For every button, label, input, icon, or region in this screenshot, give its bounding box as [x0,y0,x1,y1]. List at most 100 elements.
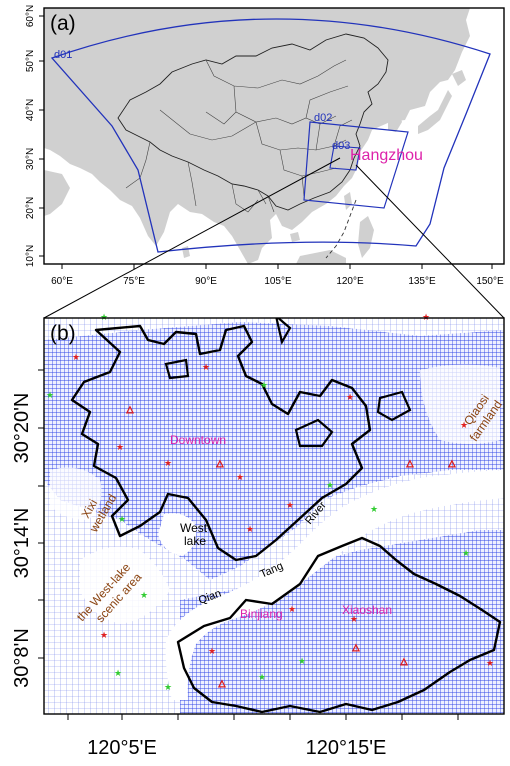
panel-b-lon-ticks [67,714,459,720]
lon-tick-135: 135°E [408,276,436,287]
eurasia-landmass [44,8,470,264]
marker-red-triangle: △ [401,656,408,666]
marker-green-star: ★ [298,656,306,666]
west-lake [158,513,197,556]
lon-tick-120-5: 120°5'E [87,737,157,759]
province-lines [159,59,353,197]
marker-green-star: ★ [258,672,266,682]
lon-tick-75: 75°E [123,276,145,287]
label-xiaoshan: Xiaoshan [342,603,392,617]
panel-a: d01 d02 d03 Hangzhou (a) 60°N 50°N 40°N … [25,5,505,287]
urban-dense-north [44,322,504,580]
marker-red-triangle: △ [127,404,134,414]
urban-boundary-south [176,536,502,714]
marker-red-star: ★ [236,472,244,482]
panel-a-label: (a) [50,12,76,35]
xixi-wetland-region [50,467,102,520]
zoom-line-left [43,157,341,319]
domain-label-d01: d01 [54,49,72,61]
label-west-lake-2: lake [184,534,206,548]
country-borders [125,141,275,213]
marker-red-star: ★ [286,500,294,510]
korea-landmass [388,108,402,132]
lon-tick-120-15: 120°15'E [306,737,387,759]
marker-red-star: ★ [346,392,354,402]
lat-tick-30: 30°N [25,148,36,170]
marker-red-triangle: △ [449,458,456,468]
marker-green-star: ★ [140,590,148,600]
domain-d03-box [329,145,361,171]
marker-green-star: ★ [462,548,470,558]
philippines-landmass [358,216,374,258]
panel-b-urban-map [44,318,504,714]
marker-red-star: ★ [202,362,210,372]
marker-red-star: ★ [72,352,80,362]
domain-label-d02: d02 [314,112,332,124]
domain-d02-box [303,121,409,209]
panel-b-lat-labels: 30°20'N 30°14'N 30°8'N [11,393,33,688]
hokkaido-landmass [452,70,466,86]
lon-tick-120: 120°E [336,276,364,287]
label-west-lake-1: West [180,521,208,535]
marker-red-triangle: △ [407,458,414,468]
lon-tick-90: 90°E [195,276,217,287]
label-downtown: Downtown [170,433,226,447]
label-binjiang: Binjiang [240,607,283,621]
city-label-hangzhou: Hangzhou [350,147,423,164]
panel-b-lon-labels: 120°5'E 120°15'E [87,737,386,759]
borneo-landmass [296,250,346,264]
marker-red-triangle: △ [219,678,226,688]
panel-b-lat-ticks [38,369,44,659]
lon-tick-105: 105°E [264,276,292,287]
lat-tick-20: 20°N [25,197,36,219]
lat-tick-30-8: 30°8'N [11,628,33,688]
urban-dense-south [180,530,504,714]
marker-green-star: ★ [46,390,54,400]
japan-landmass [418,90,452,134]
lat-tick-40: 40°N [25,99,36,121]
marker-red-triangle: △ [217,458,224,468]
marker-red-star: ★ [164,458,172,468]
domain-label-d03: d03 [332,140,350,152]
hainan-landmass [290,232,300,242]
panel-a-lon-ticks [61,264,493,269]
panel-b-label: (b) [50,322,76,345]
marker-red-star: ★ [288,604,296,614]
lon-tick-60: 60°E [51,276,73,287]
marker-red-star: ★ [486,658,494,668]
marker-red-star: ★ [116,442,124,452]
lat-tick-10: 10°N [25,245,36,267]
marker-green-star: ★ [370,504,378,514]
marker-green-star: ★ [100,312,108,322]
urban-boundary-north [70,324,372,562]
panel-a-lat-ticks [39,15,44,257]
marker-green-star: ★ [260,380,268,390]
lat-tick-50: 50°N [25,50,36,72]
marker-red-triangle: △ [353,642,360,652]
china-boundary [117,33,389,211]
marker-red-star: ★ [246,524,254,534]
marker-green-star: ★ [164,682,172,692]
panel-a-land [44,8,470,264]
marker-red-star: ★ [350,614,358,624]
domain-d01-box [50,18,491,253]
arabia-landmass [44,170,70,216]
panel-a-frame [43,7,505,265]
panel-a-lat-labels: 60°N 50°N 40°N 30°N 20°N 10°N [25,5,36,267]
scenic-area-region [80,546,170,624]
lat-tick-30-14: 30°14'N [11,508,33,579]
panel-b-frame [43,317,505,715]
marker-green-star: ★ [118,514,126,524]
urban-boundary-islands [164,318,412,448]
marker-green-star: ★ [326,480,334,490]
qiaosi-farmland-region [420,364,500,444]
taiwan-landmass [344,192,352,210]
station-markers: ★ ★ ★ ★ ★ ★ ★ ★ ★ ★ ★ ★ ★ ★ ★ △ △ △ △ △ … [46,312,494,692]
marker-red-star: ★ [460,420,468,430]
zoom-line-right [355,164,505,319]
marker-green-star: ★ [114,668,122,678]
lon-tick-150: 150°E [476,276,504,287]
marker-red-star: ★ [100,630,108,640]
panel-a-lon-labels: 60°E 75°E 90°E 105°E 120°E 135°E 150°E [51,276,504,287]
